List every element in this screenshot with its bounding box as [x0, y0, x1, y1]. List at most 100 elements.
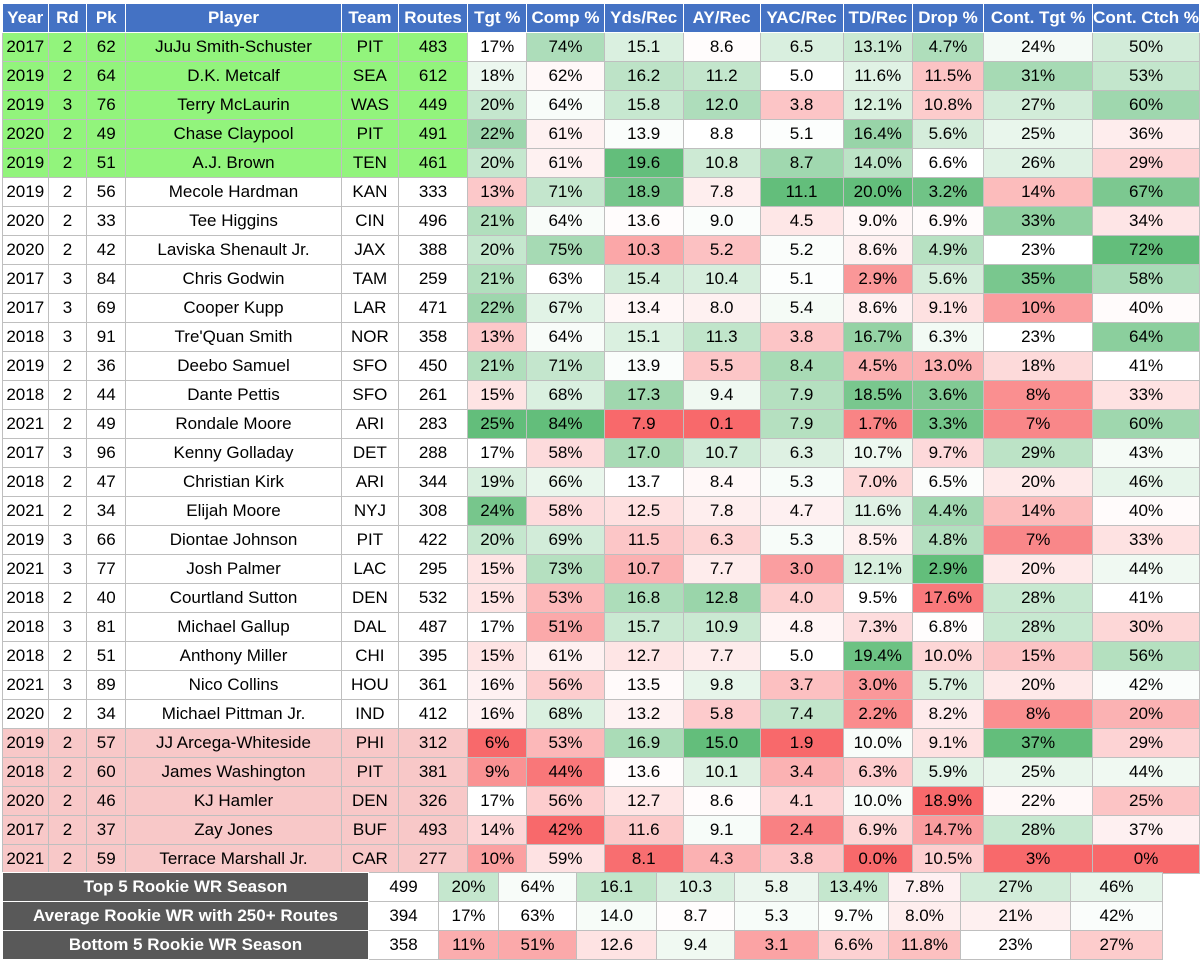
cell-cont-ctch: 25%	[1092, 786, 1200, 816]
cell-year: 2018	[2, 322, 49, 352]
cell-drop: 10.0%	[911, 641, 985, 671]
cell-tgt: 16%	[467, 670, 528, 700]
table-row: 2018 2 47 Christian Kirk ARI 344 19% 66% 13.7 8.4…	[2, 467, 1200, 497]
cell-year: 2019	[2, 61, 49, 91]
cell-routes: 461	[397, 148, 469, 178]
cell-drop: 4.7%	[911, 32, 985, 62]
cell-rd: 3	[47, 438, 88, 468]
cell-rd: 2	[47, 728, 88, 758]
cell-cont-ctch: 58%	[1092, 264, 1200, 294]
summary-table: Top 5 Rookie WR Season 499 20% 64% 16.1 10.3 5…	[2, 872, 1163, 960]
cell-rd: 2	[47, 786, 88, 816]
summary-cell-td-rec: 6.6%	[818, 930, 889, 960]
cell-rd: 3	[47, 90, 88, 120]
cell-tgt: 20%	[467, 525, 528, 555]
cell-pk: 81	[86, 612, 127, 642]
cell-td-rec: 8.5%	[842, 525, 913, 555]
cell-td-rec: 10.7%	[842, 438, 913, 468]
cell-routes: 283	[397, 409, 469, 439]
cell-pk: 47	[86, 467, 127, 497]
table-row: 2019 3 76 Terry McLaurin WAS 449 20% 64% 15.8 12.…	[2, 90, 1200, 120]
cell-td-rec: 11.6%	[842, 61, 913, 91]
cell-routes: 388	[397, 235, 469, 265]
cell-pk: 49	[86, 119, 127, 149]
summary-cell-yds-rec: 14.0	[576, 901, 657, 931]
summary-cell-drop: 11.8%	[888, 930, 961, 960]
cell-cont-tgt: 14%	[983, 177, 1094, 207]
cell-pk: 89	[86, 670, 127, 700]
cell-tgt: 22%	[467, 293, 528, 323]
cell-drop: 14.7%	[911, 815, 985, 845]
cell-td-rec: 11.6%	[842, 496, 913, 526]
cell-cont-tgt: 27%	[983, 90, 1094, 120]
summary-label: Bottom 5 Rookie WR Season	[2, 930, 369, 960]
cell-cont-tgt: 28%	[983, 583, 1094, 613]
cell-drop: 6.6%	[911, 148, 985, 178]
cell-cont-ctch: 34%	[1092, 206, 1200, 236]
cell-drop: 4.9%	[911, 235, 985, 265]
cell-ay-rec: 5.2	[682, 235, 761, 265]
summary-cell-cont-tgt: 21%	[960, 901, 1071, 931]
cell-pk: 66	[86, 525, 127, 555]
cell-rd: 2	[47, 496, 88, 526]
summary-cell-yds-rec: 12.6	[576, 930, 657, 960]
cell-td-rec: 1.7%	[842, 409, 913, 439]
cell-drop: 5.6%	[911, 264, 985, 294]
cell-player: Elijah Moore	[125, 496, 342, 526]
summary-cell-yac-rec: 5.3	[734, 901, 819, 931]
cell-year: 2021	[2, 409, 49, 439]
cell-routes: 496	[397, 206, 469, 236]
cell-yac-rec: 5.0	[759, 61, 844, 91]
cell-ay-rec: 8.4	[682, 467, 761, 497]
table-row: 2020 2 33 Tee Higgins CIN 496 21% 64% 13.6 9.0 4.5…	[2, 206, 1200, 236]
table-row: 2021 2 49 Rondale Moore ARI 283 25% 84% 7.9 0.1 7.…	[2, 409, 1200, 439]
cell-comp: 44%	[526, 757, 605, 787]
cell-drop: 6.5%	[911, 467, 985, 497]
column-header-drop: Drop %	[911, 3, 985, 33]
cell-yds-rec: 15.8	[603, 90, 684, 120]
cell-ay-rec: 8.6	[682, 32, 761, 62]
cell-cont-ctch: 33%	[1092, 380, 1200, 410]
cell-pk: 57	[86, 728, 127, 758]
summary-row: Top 5 Rookie WR Season 499 20% 64% 16.1 10.3 5…	[2, 872, 1163, 902]
cell-ay-rec: 0.1	[682, 409, 761, 439]
cell-td-rec: 8.6%	[842, 235, 913, 265]
cell-routes: 288	[397, 438, 469, 468]
cell-ay-rec: 7.8	[682, 496, 761, 526]
cell-yac-rec: 8.7	[759, 148, 844, 178]
cell-team: SEA	[340, 61, 399, 91]
cell-tgt: 22%	[467, 119, 528, 149]
cell-yac-rec: 7.4	[759, 699, 844, 729]
cell-rd: 2	[47, 235, 88, 265]
cell-tgt: 18%	[467, 61, 528, 91]
cell-td-rec: 18.5%	[842, 380, 913, 410]
cell-player: KJ Hamler	[125, 786, 342, 816]
table-row: 2018 2 40 Courtland Sutton DEN 532 15% 53% 16.8 1…	[2, 583, 1200, 613]
cell-team: SFO	[340, 380, 399, 410]
cell-drop: 6.8%	[911, 612, 985, 642]
cell-year: 2018	[2, 380, 49, 410]
cell-team: NYJ	[340, 496, 399, 526]
cell-cont-ctch: 33%	[1092, 525, 1200, 555]
cell-td-rec: 6.9%	[842, 815, 913, 845]
cell-yac-rec: 3.0	[759, 554, 844, 584]
cell-player: Mecole Hardman	[125, 177, 342, 207]
cell-player: Zay Jones	[125, 815, 342, 845]
cell-yac-rec: 5.0	[759, 641, 844, 671]
table-row: 2019 2 36 Deebo Samuel SFO 450 21% 71% 13.9 5.5 8.…	[2, 351, 1200, 381]
cell-comp: 61%	[526, 119, 605, 149]
cell-rd: 2	[47, 409, 88, 439]
cell-player: Laviska Shenault Jr.	[125, 235, 342, 265]
cell-cont-tgt: 15%	[983, 641, 1094, 671]
cell-drop: 9.1%	[911, 293, 985, 323]
table-row: 2017 3 96 Kenny Golladay DET 288 17% 58% 17.0 10.…	[2, 438, 1200, 468]
cell-team: CAR	[340, 844, 399, 874]
cell-ay-rec: 10.8	[682, 148, 761, 178]
cell-team: LAR	[340, 293, 399, 323]
cell-yds-rec: 18.9	[603, 177, 684, 207]
cell-cont-ctch: 44%	[1092, 757, 1200, 787]
cell-rd: 3	[47, 322, 88, 352]
summary-cell-cont-tgt: 23%	[960, 930, 1071, 960]
cell-routes: 277	[397, 844, 469, 874]
cell-player: Terry McLaurin	[125, 90, 342, 120]
